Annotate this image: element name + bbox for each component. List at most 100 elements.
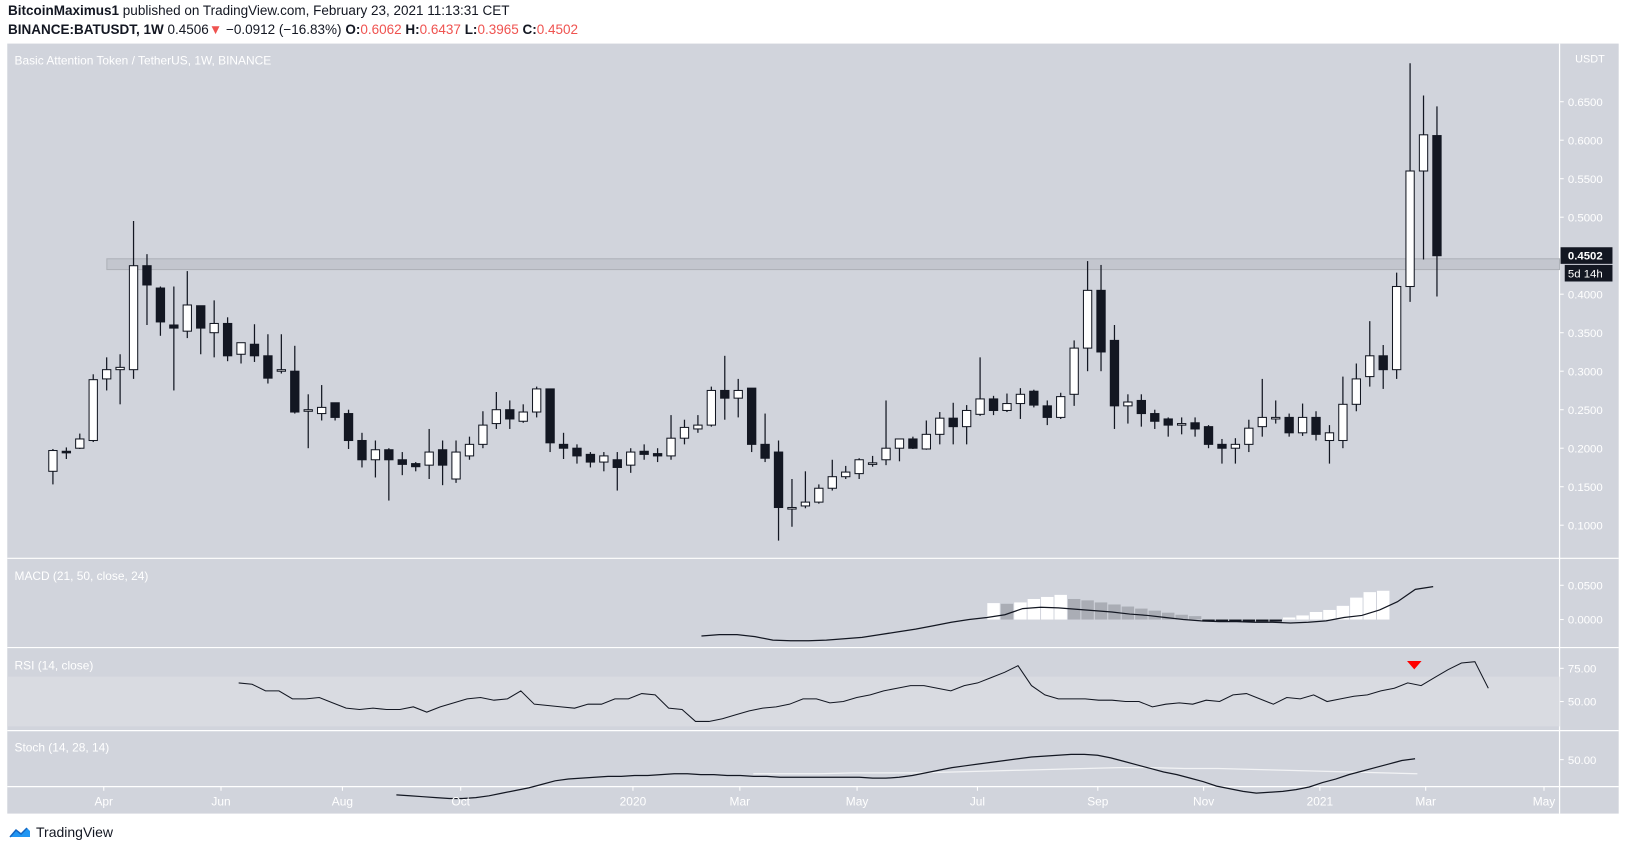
candle xyxy=(1311,416,1321,435)
candle xyxy=(773,451,784,509)
svg-text:0.6500: 0.6500 xyxy=(1568,97,1603,109)
candle xyxy=(1230,443,1241,449)
low-label: L: xyxy=(464,22,478,37)
candle xyxy=(935,417,945,435)
candle xyxy=(1056,396,1066,418)
candle xyxy=(1284,416,1294,434)
price-change: −0.0912 (−16.83%) xyxy=(225,22,342,37)
candle xyxy=(787,506,797,510)
candle xyxy=(290,370,300,413)
svg-text:Mar: Mar xyxy=(730,794,751,808)
candle xyxy=(276,369,287,372)
candle xyxy=(1203,426,1214,445)
candle xyxy=(1324,432,1335,442)
candle xyxy=(1096,289,1106,353)
candle xyxy=(1418,134,1429,172)
svg-text:0.0000: 0.0000 xyxy=(1568,615,1603,627)
svg-text:0.1500: 0.1500 xyxy=(1568,482,1603,494)
candle xyxy=(518,411,528,422)
sell-signal-icon xyxy=(1407,661,1422,670)
candle xyxy=(988,398,999,411)
svg-text:0.0500: 0.0500 xyxy=(1568,580,1603,592)
candle xyxy=(612,459,622,468)
svg-text:MACD (21, 50, close, 24): MACD (21, 50, close, 24) xyxy=(15,569,149,583)
candle xyxy=(142,265,152,286)
candle xyxy=(746,387,757,445)
candle xyxy=(491,409,502,425)
svg-text:Oct: Oct xyxy=(451,794,470,808)
candle xyxy=(128,265,139,371)
svg-text:RSI (14, close): RSI (14, close) xyxy=(15,658,94,672)
candle xyxy=(88,379,98,442)
candle xyxy=(558,443,569,449)
candle xyxy=(961,409,972,428)
candle xyxy=(505,409,515,420)
author-name[interactable]: BitcoinMaximus1 xyxy=(8,3,120,18)
candle xyxy=(599,455,609,463)
svg-text:50.00: 50.00 xyxy=(1568,755,1597,767)
candle xyxy=(1123,401,1133,407)
candle xyxy=(1405,170,1415,288)
candle xyxy=(182,304,192,332)
candle xyxy=(841,471,851,478)
svg-text:75.00: 75.00 xyxy=(1568,663,1597,675)
open-label: O: xyxy=(345,22,361,37)
candle xyxy=(585,453,596,463)
publish-info: BitcoinMaximus1 published on TradingView… xyxy=(8,3,510,18)
svg-text:0.1000: 0.1000 xyxy=(1568,520,1603,532)
candle xyxy=(1029,390,1039,406)
candle xyxy=(545,388,555,444)
candle xyxy=(854,459,864,475)
candle xyxy=(720,389,730,399)
svg-text:Jun: Jun xyxy=(211,794,230,808)
resistance-zone xyxy=(106,258,1561,271)
candle xyxy=(1432,135,1442,257)
candle xyxy=(894,438,905,449)
svg-text:Stoch (14, 28, 14): Stoch (14, 28, 14) xyxy=(15,740,110,754)
candle xyxy=(908,438,918,449)
candle xyxy=(303,409,313,412)
svg-text:0.5000: 0.5000 xyxy=(1568,212,1603,224)
candle xyxy=(115,366,125,371)
svg-text:5d 14h: 5d 14h xyxy=(1568,268,1603,280)
symbol-label: BINANCE:BATUSDT, 1W xyxy=(8,22,164,37)
candle xyxy=(222,322,233,357)
candle xyxy=(1190,422,1200,430)
candle xyxy=(679,426,690,439)
candle xyxy=(666,437,676,457)
svg-text:2020: 2020 xyxy=(620,794,647,808)
chart-title: Basic Attention Token / TetherUS, 1W, BI… xyxy=(15,53,272,67)
svg-text:Apr: Apr xyxy=(94,794,113,808)
candle xyxy=(1015,393,1026,405)
candle xyxy=(384,449,394,461)
candle xyxy=(1257,416,1267,428)
svg-text:0.2500: 0.2500 xyxy=(1568,405,1603,417)
candle xyxy=(760,443,770,459)
svg-text:Sep: Sep xyxy=(1087,794,1109,808)
candle xyxy=(249,343,260,357)
candle xyxy=(706,389,717,426)
candle xyxy=(626,451,636,466)
tradingview-logo[interactable]: TradingView xyxy=(8,824,113,840)
candle xyxy=(814,487,824,503)
tradingview-cloud-icon xyxy=(9,827,30,838)
last-price-tag xyxy=(1560,247,1613,264)
candle xyxy=(531,388,542,413)
svg-text:May: May xyxy=(1533,794,1556,808)
candle xyxy=(1176,423,1187,426)
candle xyxy=(424,451,434,466)
candle xyxy=(1150,413,1160,422)
candle xyxy=(1365,355,1375,378)
svg-text:Nov: Nov xyxy=(1193,794,1214,808)
candle xyxy=(1002,403,1012,411)
svg-text:0.6000: 0.6000 xyxy=(1568,135,1603,147)
svg-text:Jul: Jul xyxy=(970,794,985,808)
candle xyxy=(639,450,649,455)
candle xyxy=(693,424,703,430)
close-value: 0.4502 xyxy=(536,22,579,37)
open-value: 0.6062 xyxy=(360,22,402,37)
symbol-info-bar: BINANCE:BATUSDT, 1W 0.4506▼ −0.0912 (−16… xyxy=(8,22,578,37)
candle xyxy=(397,459,407,465)
candle xyxy=(1163,418,1173,426)
